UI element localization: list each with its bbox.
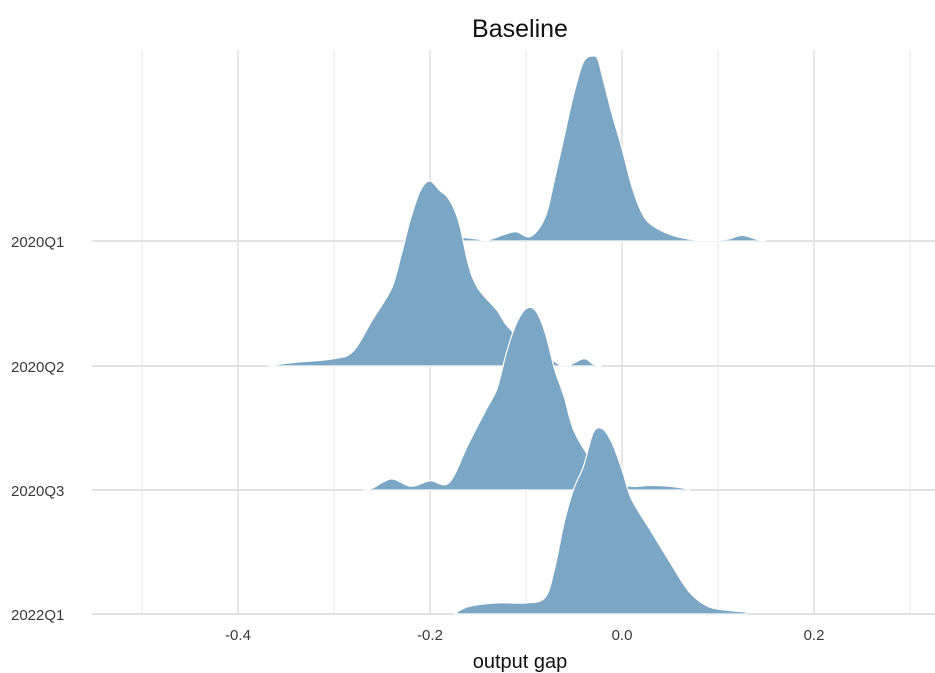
ridge-2022q1 [453,427,748,615]
y-tick-label: 2020Q1 [11,234,64,251]
x-tick-labels: -0.4 -0.2 0.0 0.2 [225,627,824,644]
grid [141,50,911,614]
x-tick-label: 0.0 [612,627,633,644]
y-tick-label: 2020Q2 [11,359,64,376]
y-tick-label: 2020Q3 [11,483,64,500]
y-tick-labels: 2020Q1 2020Q2 2020Q3 2022Q1 [11,234,64,624]
ridges [266,55,767,615]
ridge-2020q1 [448,55,767,242]
y-tick-label: 2022Q1 [11,607,64,624]
x-axis-label: output gap [473,651,568,673]
chart-title: Baseline [472,15,568,43]
x-tick-label: 0.2 [804,627,825,644]
x-tick-label: -0.4 [225,627,251,644]
x-tick-label: -0.2 [417,627,443,644]
